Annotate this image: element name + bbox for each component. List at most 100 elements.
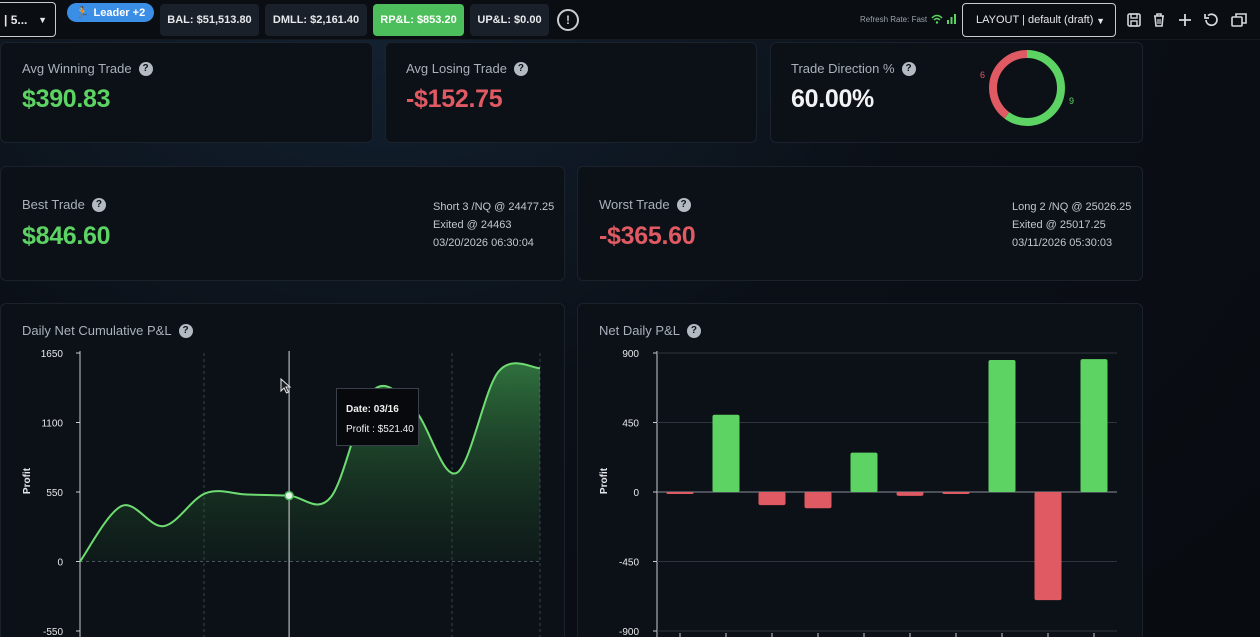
bar[interactable] xyxy=(896,492,924,496)
worst-trade-label: Worst Trade xyxy=(599,197,670,212)
y-tick-label: 450 xyxy=(622,419,639,430)
trash-icon[interactable] xyxy=(1150,11,1168,29)
tooltip-profit: Profit : $521.40 xyxy=(346,424,414,435)
layout-select[interactable]: LAYOUT | default (draft) ▼ xyxy=(962,3,1116,37)
help-icon[interactable]: ? xyxy=(901,61,916,76)
window-icon[interactable] xyxy=(1230,11,1248,29)
y-tick-label: -550 xyxy=(43,627,63,637)
upl-chip: UP&L: $0.00 xyxy=(470,4,549,36)
refresh-rate: Refresh Rate: Fast xyxy=(860,14,957,24)
trade-direction-card: Trade Direction % ? 60.00% 6 9 xyxy=(770,42,1143,143)
running-person-icon: 🏃 xyxy=(75,7,90,19)
bar[interactable] xyxy=(666,492,694,494)
cumulative-line xyxy=(79,362,541,563)
cumulative-chart-title: Daily Net Cumulative P&L xyxy=(22,323,172,338)
account-select-label: | 5... xyxy=(4,12,28,27)
bar[interactable] xyxy=(1034,492,1062,601)
help-icon[interactable]: ? xyxy=(686,323,701,338)
bar[interactable] xyxy=(804,492,832,509)
y-tick-label: -900 xyxy=(619,627,639,637)
tooltip-date: Date: 03/16 xyxy=(346,404,399,415)
mouse-cursor-icon xyxy=(280,378,292,394)
donut-short-segment xyxy=(989,50,1065,126)
bar[interactable] xyxy=(712,414,740,492)
card-label: Avg Winning Trade ? xyxy=(22,61,153,76)
long-count: 9 xyxy=(1069,96,1074,106)
chart-tooltip: Date: 03/16 Profit : $521.40 xyxy=(336,388,419,446)
card-label: Best Trade ? xyxy=(22,197,106,212)
best-trade-exit: Exited @ 24463 xyxy=(433,219,512,231)
upl-text: UP&L: $0.00 xyxy=(477,14,542,26)
y-tick-label: 1100 xyxy=(41,419,63,430)
trade-direction-value: 60.00% xyxy=(791,85,874,113)
card-label: Net Daily P&L ? xyxy=(599,323,701,338)
avg-losing-trade-label: Avg Losing Trade xyxy=(406,61,507,76)
alert-icon[interactable]: ! xyxy=(557,9,579,31)
cumulative-y-label: Profit xyxy=(22,467,33,494)
bar[interactable] xyxy=(1080,359,1108,492)
card-label: Daily Net Cumulative P&L ? xyxy=(22,323,193,338)
avg-losing-trade-value: -$152.75 xyxy=(406,85,503,113)
avg-winning-trade-card: Avg Winning Trade ? $390.83 xyxy=(0,42,373,143)
account-select[interactable]: | 5... ▼ xyxy=(0,2,56,37)
short-count: 6 xyxy=(980,70,985,80)
chevron-down-icon: ▼ xyxy=(1096,16,1105,26)
signal-bars-icon xyxy=(947,14,957,24)
help-icon[interactable]: ? xyxy=(91,197,106,212)
best-trade-entry: Short 3 /NQ @ 24477.25 xyxy=(433,201,555,213)
plus-icon[interactable] xyxy=(1176,11,1194,29)
y-tick-label: 900 xyxy=(622,349,639,360)
dmll-text: DMLL: $2,161.40 xyxy=(272,14,360,26)
layout-select-label: LAYOUT | default (draft) xyxy=(976,14,1094,26)
undo-icon[interactable] xyxy=(1202,11,1220,29)
bar[interactable] xyxy=(988,359,1016,492)
trade-direction-label: Trade Direction % xyxy=(791,61,895,76)
bar[interactable] xyxy=(758,492,786,506)
best-trade-card: Best Trade ? $846.60 Short 3 /NQ @ 24477… xyxy=(0,166,565,281)
best-trade-value: $846.60 xyxy=(22,222,111,250)
worst-trade-entry: Long 2 /NQ @ 25026.25 xyxy=(1012,201,1132,213)
bar[interactable] xyxy=(942,492,970,494)
daily-chart-title: Net Daily P&L xyxy=(599,323,680,338)
chevron-down-icon: ▼ xyxy=(38,15,47,25)
y-tick-label: -450 xyxy=(619,558,639,569)
help-icon[interactable]: ? xyxy=(138,61,153,76)
help-icon[interactable]: ? xyxy=(513,61,528,76)
avg-winning-trade-value: $390.83 xyxy=(22,85,111,113)
cumulative-pnl-chart: 1650 1100 550 0 -550 Profit xyxy=(22,349,541,637)
top-bar: | 5... ▼ 🏃 Leader +2 BAL: $51,513.80 DML… xyxy=(0,0,1260,40)
direction-donut: 6 9 xyxy=(980,50,1074,126)
worst-trade-exit: Exited @ 25017.25 xyxy=(1012,219,1106,231)
wifi-icon xyxy=(931,14,943,24)
balance-chip: BAL: $51,513.80 xyxy=(160,4,259,36)
rpl-text: RP&L: $853.20 xyxy=(380,14,457,26)
leader-badge[interactable]: 🏃 Leader +2 xyxy=(67,3,154,22)
best-trade-details: Short 3 /NQ @ 24477.25 Exited @ 24463 03… xyxy=(433,198,554,252)
rpl-chip: RP&L: $853.20 xyxy=(373,4,464,36)
card-label: Avg Losing Trade ? xyxy=(406,61,528,76)
best-trade-time: 03/20/2026 06:30:04 xyxy=(433,237,534,249)
worst-trade-value: -$365.60 xyxy=(599,222,696,250)
card-label: Trade Direction % ? xyxy=(791,61,916,76)
refresh-rate-text: Refresh Rate: Fast xyxy=(860,14,928,24)
cumulative-area xyxy=(80,363,540,562)
help-icon[interactable]: ? xyxy=(676,197,691,212)
y-tick-label: 0 xyxy=(57,558,63,569)
bar[interactable] xyxy=(850,452,878,492)
help-icon[interactable]: ? xyxy=(178,323,193,338)
worst-trade-card: Worst Trade ? -$365.60 Long 2 /NQ @ 2502… xyxy=(577,166,1143,281)
worst-trade-time: 03/11/2026 05:30:03 xyxy=(1012,237,1113,249)
best-trade-label: Best Trade xyxy=(22,197,85,212)
leader-label: Leader +2 xyxy=(93,6,146,19)
dmll-chip: DMLL: $2,161.40 xyxy=(265,4,367,36)
balance-text: BAL: $51,513.80 xyxy=(167,14,252,26)
hover-point xyxy=(284,490,294,501)
y-tick-label: 550 xyxy=(46,488,63,499)
avg-losing-trade-card: Avg Losing Trade ? -$152.75 xyxy=(385,42,757,143)
save-icon[interactable] xyxy=(1125,11,1143,29)
y-tick-label: 1650 xyxy=(41,349,64,360)
avg-winning-trade-label: Avg Winning Trade xyxy=(22,61,132,76)
net-daily-pnl-chart: 900 450 0 -450 -900 Profit xyxy=(599,349,1117,637)
y-tick-label: 0 xyxy=(633,488,639,499)
card-label: Worst Trade ? xyxy=(599,197,691,212)
